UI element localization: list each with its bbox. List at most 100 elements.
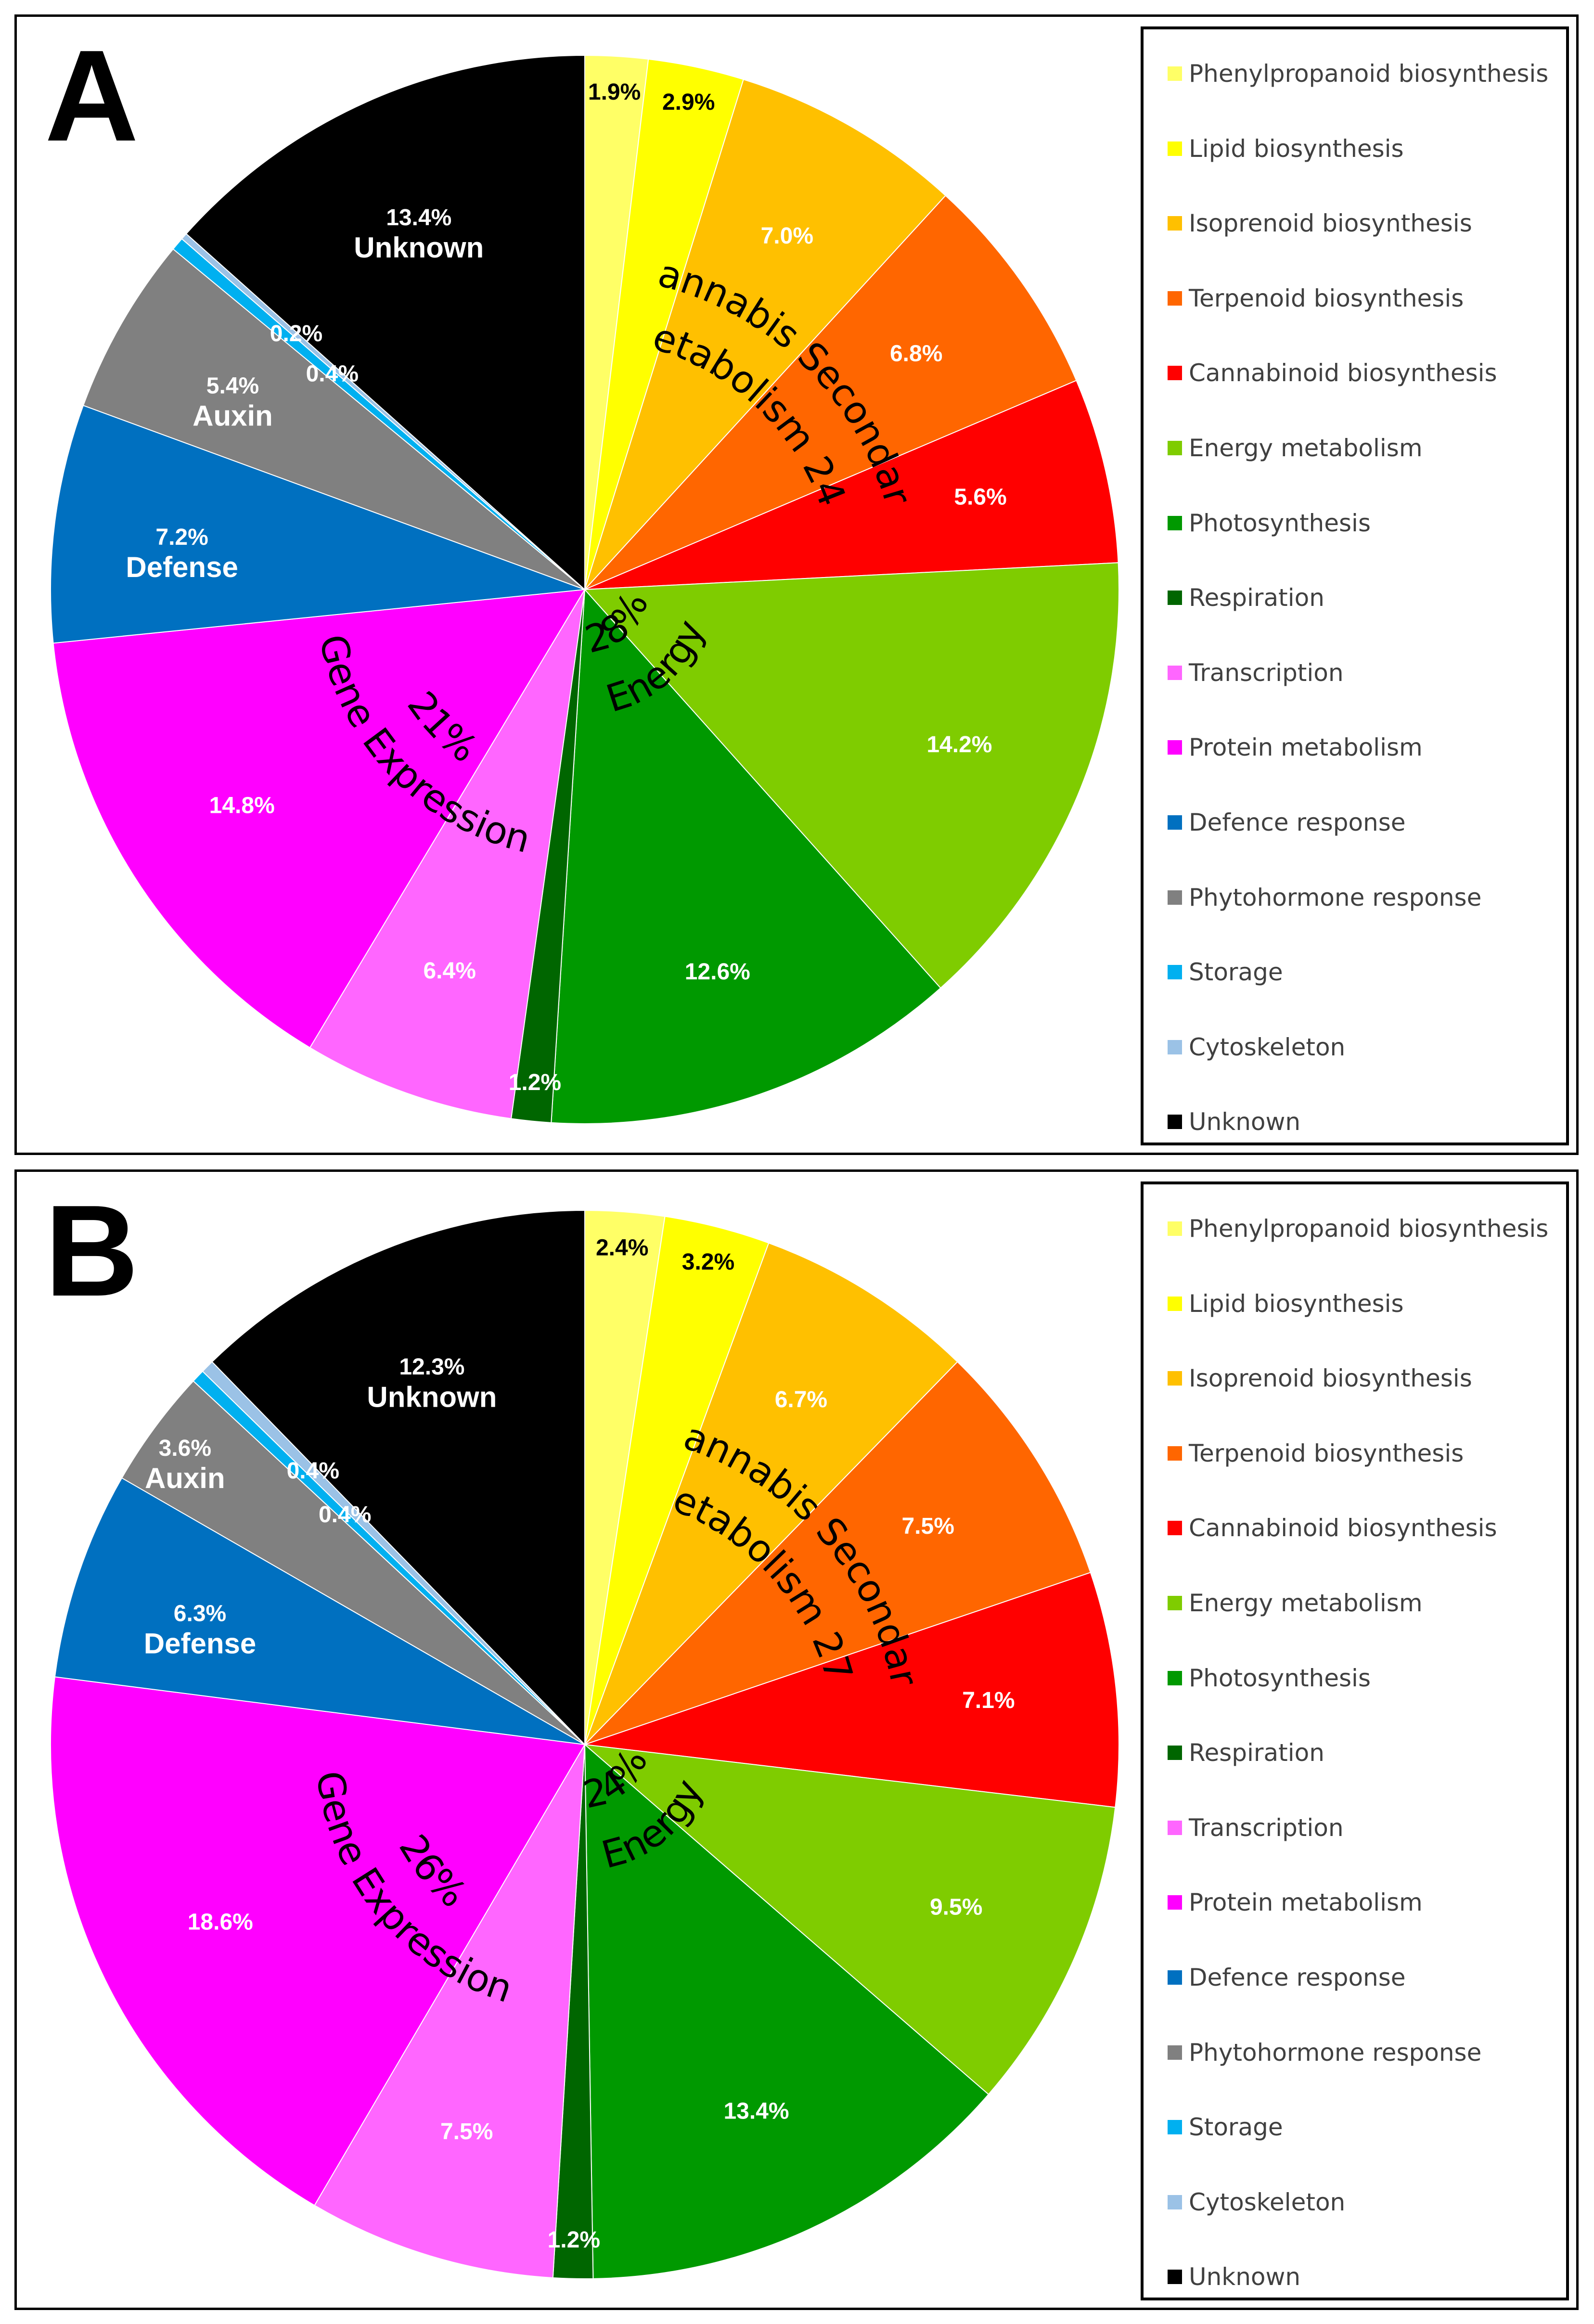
- legend-label: Defence response: [1189, 1964, 1406, 1991]
- legend-swatch: [1168, 1521, 1182, 1536]
- data-label-cannabinoid-biosynthesis: 7.1%: [962, 1688, 1015, 1713]
- legend-item-unknown: Unknown: [1168, 1107, 1300, 1136]
- legend-label: Unknown: [1189, 2263, 1301, 2291]
- legend-label: Lipid biosynthesis: [1189, 134, 1404, 163]
- pie-slice-energy-metabolism: [583, 1744, 1116, 2095]
- data-label-cytoskeleton: 0.4%: [287, 1458, 339, 1484]
- legend-swatch: [1168, 1371, 1182, 1386]
- slice-name-defense: Defense: [144, 1628, 256, 1660]
- pie-slice-phytohormone-response: [82, 248, 585, 590]
- legend-item-lipid-biosynthesis: Lipid biosynthesis: [1168, 1289, 1404, 1318]
- legend-label: Terpenoid biosynthesis: [1189, 1439, 1464, 1467]
- legend-label: Storage: [1189, 958, 1283, 987]
- legend-item-protein-metabolism: Protein metabolism: [1168, 733, 1423, 762]
- pie-slice-terpenoid-biosynthesis: [584, 194, 1077, 590]
- data-label-lipid-biosynthesis: 2.9%: [662, 90, 715, 115]
- legend-label: Phytohormone response: [1189, 2038, 1482, 2067]
- data-label-unknown: 13.4%: [386, 205, 451, 231]
- legend-label: Lipid biosynthesis: [1189, 1289, 1404, 1318]
- legend-label: Photosynthesis: [1189, 1664, 1371, 1692]
- data-label-energy-metabolism: 14.2%: [926, 732, 992, 758]
- legend-item-phenylpropanoid-biosynthesis: Phenylpropanoid biosynthesis: [1168, 59, 1548, 88]
- panel-letter: A: [45, 24, 139, 168]
- legend-item-storage: Storage: [1168, 2113, 1283, 2142]
- pie-slice-isoprenoid-biosynthesis: [584, 1242, 958, 1745]
- legend-item-phenylpropanoid-biosynthesis: Phenylpropanoid biosynthesis: [1168, 1214, 1548, 1243]
- data-label-storage: 0.4%: [306, 361, 359, 386]
- pie-slice-terpenoid-biosynthesis: [584, 1361, 1092, 1745]
- pie-slice-energy-metabolism: [583, 562, 1120, 989]
- legend-swatch: [1168, 1115, 1182, 1130]
- legend-swatch: [1168, 2195, 1182, 2209]
- legend-swatch: [1168, 216, 1182, 231]
- data-label-phytohormone-response: 3.6%: [159, 1436, 211, 1461]
- legend-label: Cytoskeleton: [1189, 2188, 1346, 2216]
- legend-label: Isoprenoid biosynthesis: [1189, 209, 1472, 238]
- slice-name-unknown: Unknown: [367, 1381, 497, 1413]
- data-label-defence-response: 7.2%: [155, 525, 208, 550]
- data-label-phytohormone-response: 5.4%: [206, 373, 259, 398]
- legend-swatch: [1168, 1970, 1182, 1985]
- data-label-isoprenoid-biosynthesis: 7.0%: [761, 223, 813, 249]
- pie-slice-cannabinoid-biosynthesis: [584, 1572, 1119, 1808]
- legend-item-lipid-biosynthesis: Lipid biosynthesis: [1168, 134, 1404, 163]
- legend-swatch: [1168, 141, 1182, 156]
- pie-slice-cannabinoid-biosynthesis: [584, 380, 1119, 590]
- legend-label: Respiration: [1189, 584, 1324, 612]
- legend-label: Cannabinoid biosynthesis: [1189, 359, 1497, 387]
- data-label-photosynthesis: 12.6%: [685, 959, 750, 985]
- legend-swatch: [1168, 1040, 1182, 1054]
- data-label-terpenoid-biosynthesis: 7.5%: [901, 1514, 954, 1539]
- slice-name-defense: Defense: [126, 551, 238, 583]
- legend-swatch: [1168, 1670, 1182, 1685]
- legend: Phenylpropanoid biosynthesis Lipid biosyn…: [1141, 1181, 1569, 2300]
- legend-swatch: [1168, 441, 1182, 455]
- legend-item-isoprenoid-biosynthesis: Isoprenoid biosynthesis: [1168, 1364, 1472, 1393]
- legend-label: Defence response: [1189, 809, 1406, 836]
- data-label-terpenoid-biosynthesis: 6.8%: [890, 341, 942, 366]
- pie-slice-unknown: [211, 1209, 585, 1746]
- data-label-defence-response: 6.3%: [174, 1601, 226, 1626]
- data-label-phenylpropanoid-biosynthesis: 2.4%: [596, 1235, 648, 1260]
- legend-item-phytohormone-response: Phytohormone response: [1168, 2038, 1481, 2067]
- legend-swatch: [1168, 1446, 1182, 1461]
- pie-slice-isoprenoid-biosynthesis: [584, 78, 947, 590]
- legend-label: Photosynthesis: [1189, 509, 1371, 537]
- panel-b: B 2.4% 3.2% 6.7% 7.5% 7.1% 9.5% 13.4% 1.2% 7.5% 1…: [14, 1169, 1579, 2310]
- data-label-energy-metabolism: 9.5%: [930, 1894, 982, 1920]
- legend-item-cannabinoid-biosynthesis: Cannabinoid biosynthesis: [1168, 359, 1497, 387]
- legend-swatch: [1168, 2120, 1182, 2135]
- data-label-protein-metabolism: 18.6%: [188, 1910, 253, 1935]
- legend-item-unknown: Unknown: [1168, 2262, 1300, 2291]
- legend-item-photosynthesis: Photosynthesis: [1168, 1664, 1371, 1693]
- legend-swatch: [1168, 740, 1182, 755]
- pie-slice-phytohormone-response: [121, 1380, 585, 1745]
- data-label-photosynthesis: 13.4%: [723, 2098, 789, 2124]
- data-label-cytoskeleton: 0.2%: [270, 321, 322, 347]
- legend-swatch: [1168, 1746, 1182, 1760]
- legend-label: Unknown: [1189, 1108, 1301, 1136]
- legend-item-transcription: Transcription: [1168, 658, 1344, 687]
- legend-swatch: [1168, 1895, 1182, 1910]
- legend-swatch: [1168, 1221, 1182, 1236]
- legend-swatch: [1168, 890, 1182, 905]
- legend-swatch: [1168, 815, 1182, 830]
- slice-name-auxin: Auxin: [145, 1462, 225, 1494]
- legend-swatch: [1168, 665, 1182, 680]
- legend-item-protein-metabolism: Protein metabolism: [1168, 1888, 1423, 1917]
- pie-slice-lipid-biosynthesis: [584, 1216, 770, 1745]
- legend-label: Isoprenoid biosynthesis: [1189, 1364, 1472, 1393]
- data-label-unknown: 12.3%: [399, 1354, 464, 1380]
- pie-slice-defence-response: [50, 405, 585, 644]
- legend-swatch: [1168, 1820, 1182, 1835]
- slice-name-auxin: Auxin: [193, 400, 273, 432]
- legend: Phenylpropanoid biosynthesis Lipid biosyn…: [1141, 26, 1569, 1145]
- data-label-protein-metabolism: 14.8%: [209, 793, 275, 819]
- pie-chart: 1.9% 2.9% 7.0% 6.8% 5.6% 14.2% 12.6% 1.2% 6.4% 14…: [17, 17, 1120, 1124]
- legend-item-cytoskeleton: Cytoskeleton: [1168, 2188, 1345, 2217]
- legend-item-phytohormone-response: Phytohormone response: [1168, 883, 1481, 912]
- legend-label: Terpenoid biosynthesis: [1189, 284, 1464, 312]
- legend-label: Phenylpropanoid biosynthesis: [1189, 1215, 1549, 1243]
- pie-slice-protein-metabolism: [50, 1676, 586, 2206]
- pie-slice-photosynthesis: [551, 588, 941, 1124]
